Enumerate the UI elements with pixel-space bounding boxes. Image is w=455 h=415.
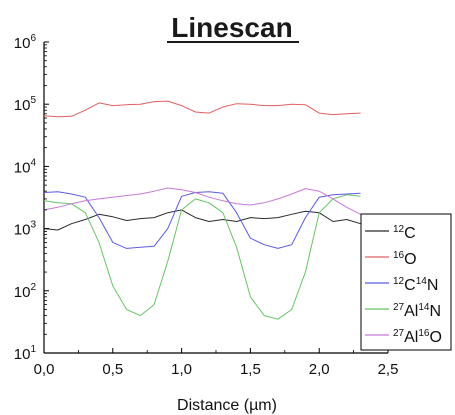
y-tick-label: 104 — [14, 157, 37, 176]
legend-label: 12C14N — [393, 276, 438, 294]
chart-legend: 12C 16O 12C14N 27Al14N 27Al16O — [360, 213, 452, 351]
x-tick-label: 2,0 — [309, 361, 330, 378]
x-tick-label: 1,5 — [240, 361, 261, 378]
x-axis-ticks: 0,0 0,5 1,0 1,5 2,0 2,5 — [34, 348, 399, 378]
y-tick-label: 102 — [14, 282, 37, 301]
legend-label: 16O — [393, 250, 417, 268]
legend-box — [360, 213, 452, 351]
x-tick-label: 0,0 — [34, 361, 55, 378]
chart-title: Linescan — [171, 12, 292, 43]
y-tick-label: 106 — [14, 33, 37, 52]
series-lines — [43, 100, 361, 320]
series-line-4 — [43, 187, 361, 215]
y-tick-label: 101 — [14, 344, 37, 363]
x-tick-label: 2,5 — [378, 361, 399, 378]
x-axis-label: Distance (µm) — [177, 397, 277, 414]
series-line-0 — [43, 209, 361, 231]
series-line-1 — [43, 100, 361, 118]
legend-label: 27Al14N — [393, 302, 441, 320]
x-tick-label: 1,0 — [171, 361, 192, 378]
y-tick-label: 105 — [14, 95, 37, 114]
y-tick-label: 103 — [14, 220, 37, 239]
y-axis-ticks: 101 102 103 104 105 106 — [14, 33, 49, 363]
series-line-3 — [43, 194, 361, 320]
series-line-2 — [43, 191, 361, 249]
legend-label: 12C — [393, 224, 416, 242]
x-tick-label: 0,5 — [102, 361, 123, 378]
legend-label: 27Al16O — [393, 328, 442, 346]
